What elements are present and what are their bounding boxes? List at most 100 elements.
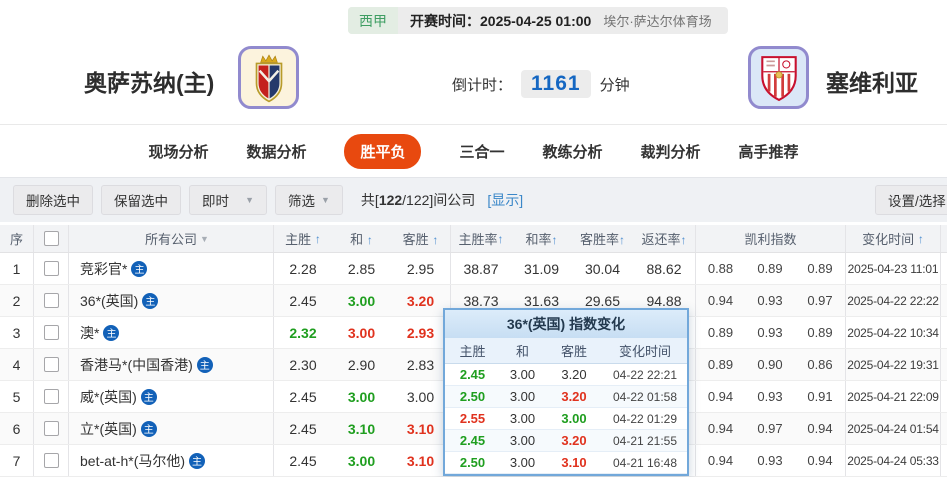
tab[interactable]: 高手推荐 bbox=[738, 143, 799, 161]
company-name[interactable]: 竞彩官* bbox=[80, 260, 128, 277]
away-odds-value[interactable]: 3.10 bbox=[406, 452, 435, 469]
row-checkbox[interactable] bbox=[43, 261, 59, 276]
popup-col-away: 客胜 bbox=[560, 344, 587, 359]
tab[interactable]: 数据分析 bbox=[246, 143, 307, 161]
tab[interactable]: 裁判分析 bbox=[640, 143, 701, 161]
keep-selected-button[interactable]: 保留选中 bbox=[101, 185, 181, 215]
company-name[interactable]: 香港马*(中国香港) bbox=[80, 356, 193, 373]
home-odds-value[interactable]: 2.45 bbox=[273, 413, 332, 444]
col-draw-odds[interactable]: 和 ↑ bbox=[350, 232, 373, 247]
col-company[interactable]: 所有公司 ▼ bbox=[68, 225, 273, 252]
row-index: 3 bbox=[12, 324, 21, 341]
home-odds-value[interactable]: 2.45 bbox=[273, 381, 332, 412]
filter-dropdown[interactable]: 筛选 ▼ bbox=[275, 185, 343, 215]
away-odds-value[interactable]: 3.10 bbox=[406, 420, 435, 437]
popup-col-home: 主胜 bbox=[459, 344, 486, 359]
row-checkbox-cell bbox=[33, 285, 68, 316]
row-checkbox[interactable] bbox=[43, 421, 59, 436]
tab[interactable]: 三合一 bbox=[459, 143, 505, 161]
draw-odds-value[interactable]: 3.10 bbox=[347, 420, 376, 437]
draw-odds-value[interactable]: 3.00 bbox=[347, 388, 376, 405]
popup-row: 2.45 3.00 3.20 04-21 21:55 bbox=[445, 430, 687, 452]
change-time-value: 2025-04-22 10:34 bbox=[845, 317, 940, 348]
col-next-clipped bbox=[940, 225, 947, 252]
change-time-value: 2025-04-22 19:31 bbox=[845, 349, 940, 380]
sevilla-crest-icon bbox=[760, 55, 797, 101]
home-odds-value[interactable]: 2.32 bbox=[273, 317, 332, 348]
chevron-down-icon: ▼ bbox=[321, 195, 330, 205]
row-checkbox[interactable] bbox=[43, 325, 59, 340]
popup-away-odds: 3.20 bbox=[561, 389, 587, 404]
tab[interactable]: 教练分析 bbox=[542, 143, 603, 161]
home-odds-value[interactable]: 2.28 bbox=[273, 253, 332, 284]
away-odds-value[interactable]: 2.95 bbox=[406, 260, 435, 277]
instant-odds-dropdown[interactable]: 即时 ▼ bbox=[189, 185, 267, 215]
col-return-rate[interactable]: 返还率↑ bbox=[641, 232, 687, 247]
home-rate-value: 38.87 bbox=[450, 253, 511, 284]
sort-asc-icon: ↑ bbox=[680, 233, 687, 247]
select-all-checkbox[interactable] bbox=[43, 231, 59, 246]
col-away-odds[interactable]: 客胜 ↑ bbox=[402, 232, 439, 247]
home-odds-value[interactable]: 2.45 bbox=[273, 285, 332, 316]
away-team-crest-icon bbox=[748, 46, 809, 109]
popup-draw-odds: 3.00 bbox=[509, 455, 536, 470]
company-name[interactable]: 威*(英国) bbox=[80, 388, 137, 405]
tab[interactable]: 现场分析 bbox=[148, 143, 209, 161]
col-draw-rate[interactable]: 和率↑ bbox=[525, 232, 558, 247]
row-checkbox[interactable] bbox=[43, 389, 59, 404]
draw-odds-value[interactable]: 2.90 bbox=[347, 356, 376, 373]
primary-badge-icon: 主 bbox=[189, 452, 206, 469]
table-toolbar: 删除选中 保留选中 即时 ▼ 筛选 ▼ 共[122/122]间公司 [显示] 设… bbox=[0, 177, 947, 222]
home-odds-value[interactable]: 2.30 bbox=[273, 349, 332, 380]
company-name[interactable]: bet-at-h*(马尔他) bbox=[80, 452, 186, 469]
away-odds-value[interactable]: 2.83 bbox=[406, 356, 435, 373]
select-all-checkbox-cell bbox=[33, 225, 68, 252]
popup-col-draw: 和 bbox=[515, 344, 529, 359]
away-odds-value[interactable]: 3.00 bbox=[406, 388, 435, 405]
next-col-clipped bbox=[940, 253, 947, 284]
chevron-down-icon: ▼ bbox=[245, 195, 254, 205]
company-name[interactable]: 36*(英国) bbox=[80, 292, 139, 309]
company-name[interactable]: 澳* bbox=[80, 324, 100, 341]
draw-odds-value[interactable]: 3.00 bbox=[347, 324, 376, 341]
col-seq: 序 bbox=[9, 232, 23, 247]
row-checkbox-cell bbox=[33, 253, 68, 284]
primary-badge-icon: 主 bbox=[142, 292, 159, 309]
kelly-away-value: 0.91 bbox=[807, 389, 833, 404]
popup-away-odds: 3.20 bbox=[561, 367, 587, 382]
next-col-clipped bbox=[940, 445, 947, 476]
col-home-rate[interactable]: 主胜率 ↑ bbox=[450, 225, 511, 252]
away-odds-value[interactable]: 3.20 bbox=[406, 292, 435, 309]
popup-row: 2.55 3.00 3.00 04-22 01:29 bbox=[445, 408, 687, 430]
col-home-odds[interactable]: 主胜 ↑ bbox=[273, 225, 332, 252]
kelly-home-value: 0.89 bbox=[695, 349, 745, 380]
kelly-away-value: 0.97 bbox=[807, 293, 833, 308]
popup-home-odds: 2.45 bbox=[459, 367, 486, 382]
settings-select-button[interactable]: 设置/选择 bbox=[875, 185, 947, 215]
home-team-crest-icon bbox=[238, 46, 299, 109]
kelly-home-value: 0.94 bbox=[695, 445, 745, 476]
row-index: 5 bbox=[12, 388, 21, 405]
away-odds-value[interactable]: 2.93 bbox=[406, 324, 435, 341]
away-team-name: 塞维利亚 bbox=[826, 70, 918, 96]
home-odds-value[interactable]: 2.45 bbox=[273, 445, 332, 476]
sort-asc-icon: ↑ bbox=[497, 231, 504, 246]
tab[interactable]: 胜平负 bbox=[344, 133, 422, 169]
company-name[interactable]: 立*(英国) bbox=[80, 420, 137, 437]
row-checkbox[interactable] bbox=[43, 453, 59, 468]
countdown-value: 1161 bbox=[521, 70, 591, 98]
show-link[interactable]: [显示] bbox=[487, 192, 524, 208]
col-away-rate[interactable]: 客胜率↑ bbox=[579, 232, 625, 247]
return-rate-value: 94.88 bbox=[646, 292, 682, 309]
draw-odds-value[interactable]: 3.00 bbox=[347, 452, 376, 469]
row-checkbox[interactable] bbox=[43, 293, 59, 308]
draw-odds-value[interactable]: 3.00 bbox=[347, 292, 376, 309]
delete-selected-button[interactable]: 删除选中 bbox=[13, 185, 93, 215]
kelly-away-value: 0.94 bbox=[807, 453, 833, 468]
popup-home-odds: 2.50 bbox=[459, 455, 486, 470]
draw-odds-value[interactable]: 2.85 bbox=[347, 260, 376, 277]
primary-badge-icon: 主 bbox=[131, 260, 148, 277]
col-change-time[interactable]: 变化时间 ↑ bbox=[845, 225, 940, 252]
odds-history-popup: 36*(英国) 指数变化 主胜 和 客胜 变化时间 2.45 3.00 3.20… bbox=[443, 308, 689, 476]
row-checkbox[interactable] bbox=[43, 357, 59, 372]
